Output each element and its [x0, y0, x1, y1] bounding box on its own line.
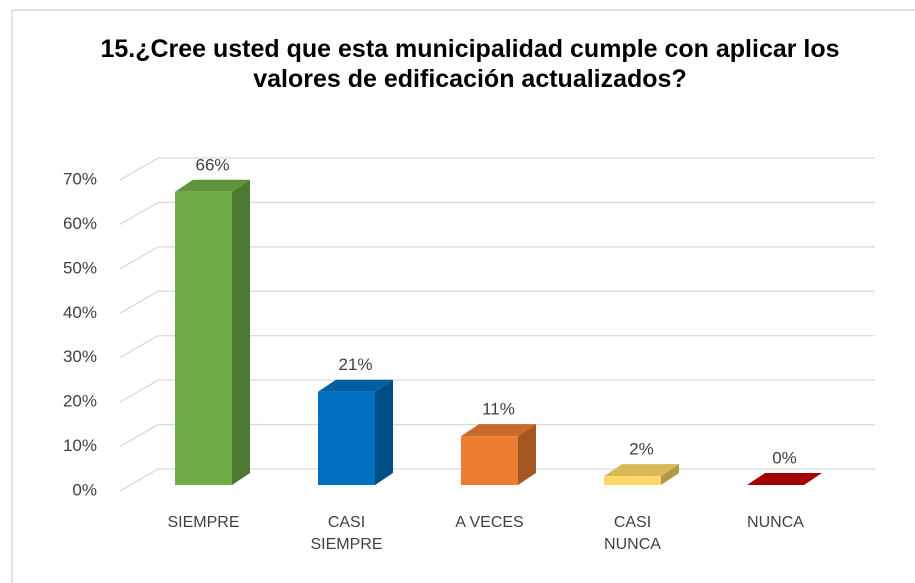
y-tick-label: 30% — [63, 347, 97, 366]
x-label-box: SIEMPRE — [167, 514, 240, 531]
y-tick-label: 10% — [63, 436, 97, 455]
data-label: 66% — [195, 155, 229, 174]
title-box: 15.¿Cree usted que esta municipalidad cu… — [100, 35, 840, 93]
chart-border — [11, 9, 915, 583]
bar-top — [318, 379, 393, 392]
bar-top — [747, 473, 822, 485]
x-label-box: CASI NUNCA — [604, 514, 661, 553]
grid-line — [119, 246, 875, 270]
y-tick-label: 50% — [63, 258, 97, 277]
x-tick-label: CASI NUNCA — [604, 514, 661, 553]
data-label: 0% — [772, 448, 797, 467]
x-tick-label: NUNCA — [747, 514, 804, 531]
grid-line — [119, 423, 875, 448]
data-label: 2% — [629, 440, 654, 459]
grid-line — [119, 157, 875, 181]
chart-title: 15.¿Cree usted que esta municipalidad cu… — [100, 35, 840, 93]
y-tick-label: 40% — [63, 303, 97, 322]
x-tick-label: A VECES — [455, 514, 524, 531]
y-tick-label: 60% — [63, 214, 97, 233]
grid-line — [119, 201, 875, 225]
bar — [604, 476, 661, 485]
grid-line — [119, 379, 875, 403]
bar-top — [461, 424, 536, 437]
data-label: 21% — [338, 355, 372, 374]
y-tick-label: 20% — [63, 392, 97, 411]
bar-top — [604, 464, 679, 477]
x-tick-label: CASI SIEMPRE — [310, 514, 383, 553]
y-tick-label: 70% — [63, 169, 97, 188]
bar-side — [518, 424, 536, 485]
y-tick-label: 0% — [72, 480, 97, 499]
x-label-box: NUNCA — [747, 514, 804, 531]
x-label-box: CASI SIEMPRE — [310, 514, 383, 553]
bar — [461, 436, 518, 485]
grid-line — [119, 290, 875, 314]
bar — [175, 191, 232, 485]
bar-side — [375, 379, 393, 485]
bar — [318, 391, 375, 485]
x-tick-label: SIEMPRE — [167, 514, 240, 531]
data-label: 11% — [482, 400, 515, 419]
x-label-box: A VECES — [455, 514, 524, 531]
bar-side — [661, 464, 679, 485]
bar-side — [232, 179, 250, 485]
grid-line — [119, 335, 875, 359]
bar-top — [175, 179, 250, 192]
